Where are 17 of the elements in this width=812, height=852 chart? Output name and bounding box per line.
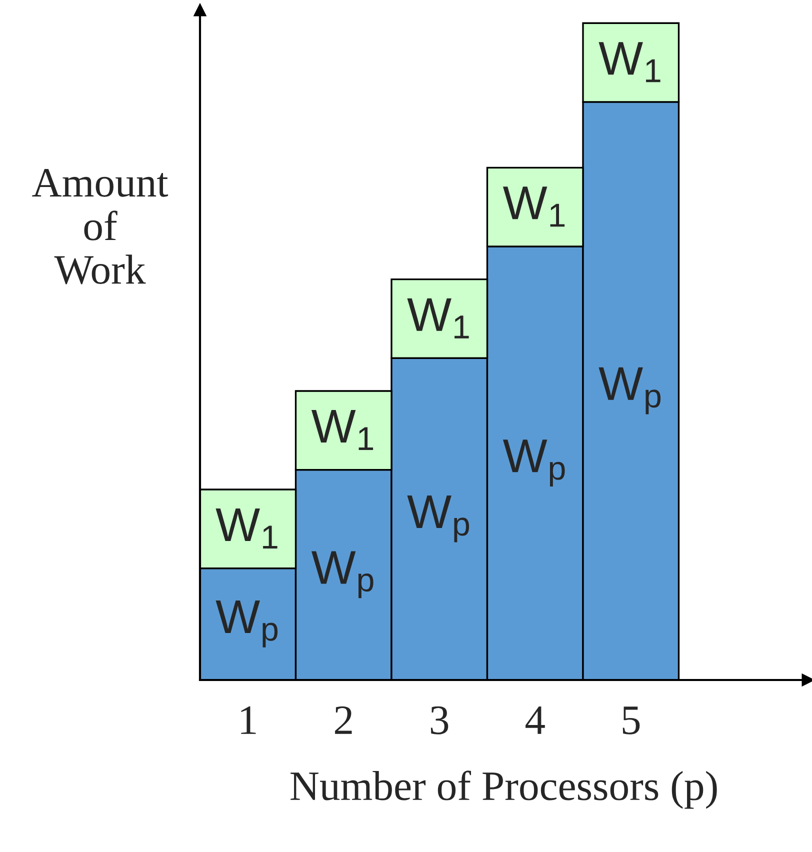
x-tick-label: 4	[526, 706, 545, 734]
text: W$_{p}$	[216, 600, 278, 648]
y-axis-title: Amount of Work	[32, 168, 168, 284]
series-label: W$_{p}$	[311, 551, 374, 598]
x-tick-label: 3	[430, 706, 448, 734]
text: W$_{p}$	[407, 495, 470, 542]
text: W$_{p}$	[502, 440, 565, 486]
text: W$_{1}$	[502, 186, 565, 227]
x-tick-label: 5	[622, 706, 640, 734]
text: W$_{1}$	[407, 298, 469, 338]
x-tick-label: 2	[335, 706, 352, 734]
text: W$_{1}$	[216, 508, 278, 549]
x-tick-label: 1	[241, 706, 256, 734]
x-axis-title: Number of Processors (p)	[290, 770, 717, 809]
text: W$_{p}$	[598, 367, 661, 414]
text: W$_{1}$	[598, 42, 660, 82]
series-label: W$_{1}$	[311, 410, 374, 450]
